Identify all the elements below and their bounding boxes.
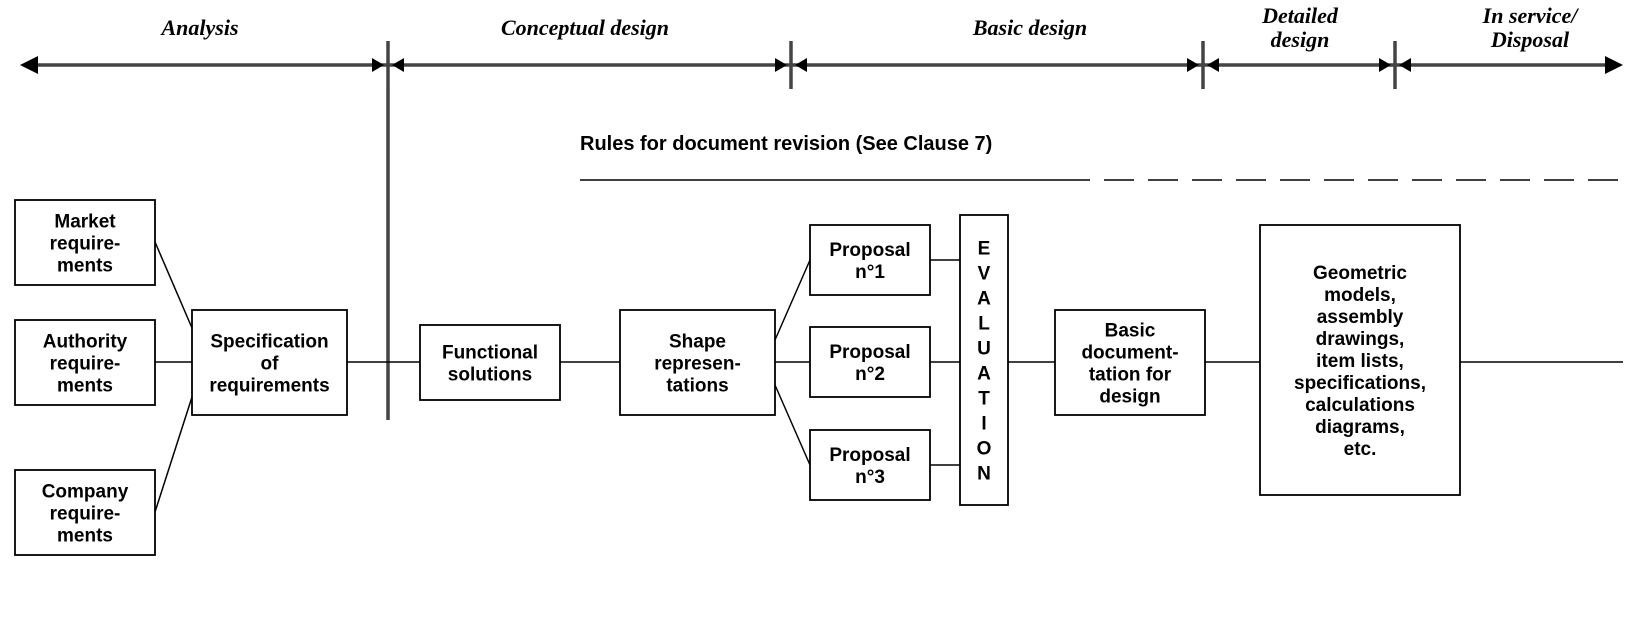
svg-text:Analysis: Analysis — [159, 15, 238, 40]
node-market: Marketrequire-ments — [15, 200, 155, 285]
node-p3: Proposaln°3 — [810, 430, 930, 500]
node-p1: Proposaln°1 — [810, 225, 930, 295]
edge-shape-p3 — [775, 385, 810, 465]
node-spec: Specificationofrequirements — [192, 310, 347, 415]
node-company: Companyrequire-ments — [15, 470, 155, 555]
node-shape: Shaperepresen-tations — [620, 310, 775, 415]
node-func: Functionalsolutions — [420, 325, 560, 400]
node-p2: Proposaln°2 — [810, 327, 930, 397]
node-authority: Authorityrequire-ments — [15, 320, 155, 405]
svg-text:In service/Disposal: In service/Disposal — [1482, 3, 1580, 52]
edge-company-spec — [155, 397, 192, 512]
edge-shape-p1 — [775, 260, 810, 340]
node-eval: EVALUATION — [960, 215, 1008, 505]
node-label-market: Marketrequire-ments — [50, 212, 121, 277]
svg-text:Detaileddesign: Detaileddesign — [1261, 3, 1339, 52]
svg-text:Conceptual design: Conceptual design — [501, 15, 669, 40]
svg-text:Basic design: Basic design — [972, 15, 1087, 40]
edge-market-spec — [155, 242, 192, 328]
rules-note: Rules for document revision (See Clause … — [580, 133, 992, 155]
node-basicdoc: Basicdocument-tation fordesign — [1055, 310, 1205, 415]
node-label-func: Functionalsolutions — [442, 343, 538, 386]
node-geom: Geometricmodels,assemblydrawings,item li… — [1260, 225, 1460, 495]
